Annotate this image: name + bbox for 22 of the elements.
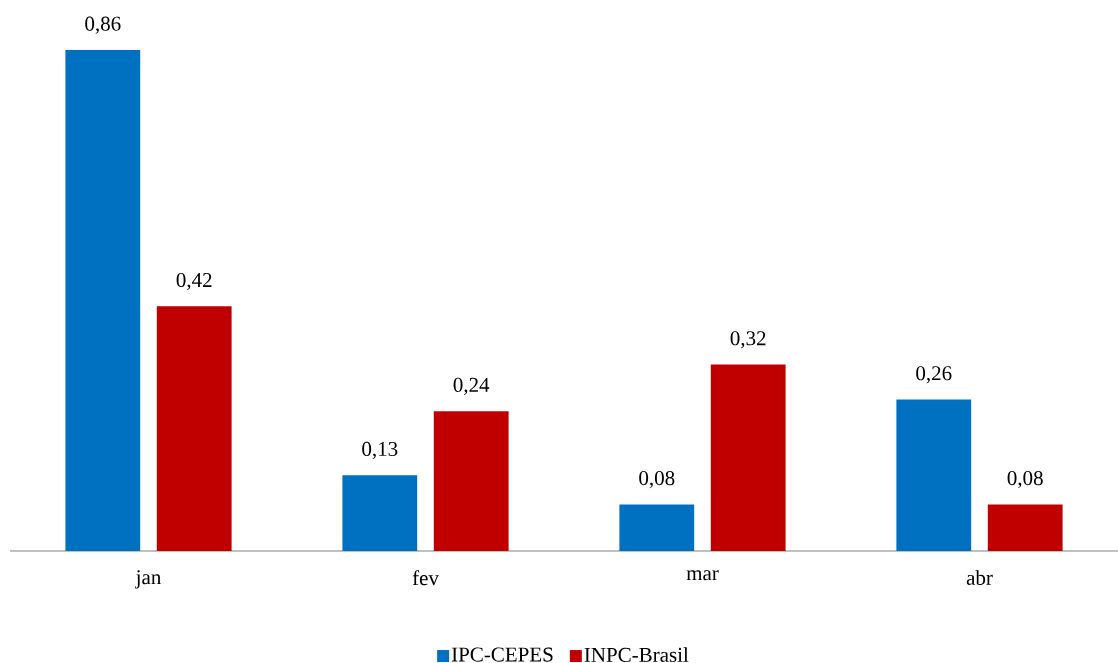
data-label: 0,24 bbox=[453, 377, 490, 395]
legend-label: IPC-CEPES bbox=[451, 647, 553, 662]
data-label: 0,08 bbox=[639, 471, 675, 489]
data-label: 0,26 bbox=[916, 366, 952, 384]
x-tick-label: mar bbox=[686, 570, 719, 581]
bar bbox=[156, 306, 232, 551]
data-label: 0,86 bbox=[85, 16, 121, 34]
bar bbox=[619, 504, 695, 551]
x-tick-label: abr bbox=[966, 570, 993, 585]
data-label: 0,32 bbox=[730, 331, 766, 349]
x-tick-label: jan bbox=[135, 570, 162, 589]
bar bbox=[710, 364, 786, 551]
data-label: 0,08 bbox=[1007, 471, 1043, 489]
bar bbox=[342, 475, 418, 551]
bar bbox=[65, 50, 141, 551]
bar bbox=[433, 411, 509, 551]
legend-label: INPC-Brasil bbox=[584, 647, 689, 662]
data-label: 0,42 bbox=[176, 272, 212, 291]
data-label: 0,13 bbox=[362, 441, 398, 460]
bar bbox=[987, 504, 1063, 551]
bar bbox=[896, 399, 972, 551]
x-tick-label: fev bbox=[412, 570, 439, 586]
